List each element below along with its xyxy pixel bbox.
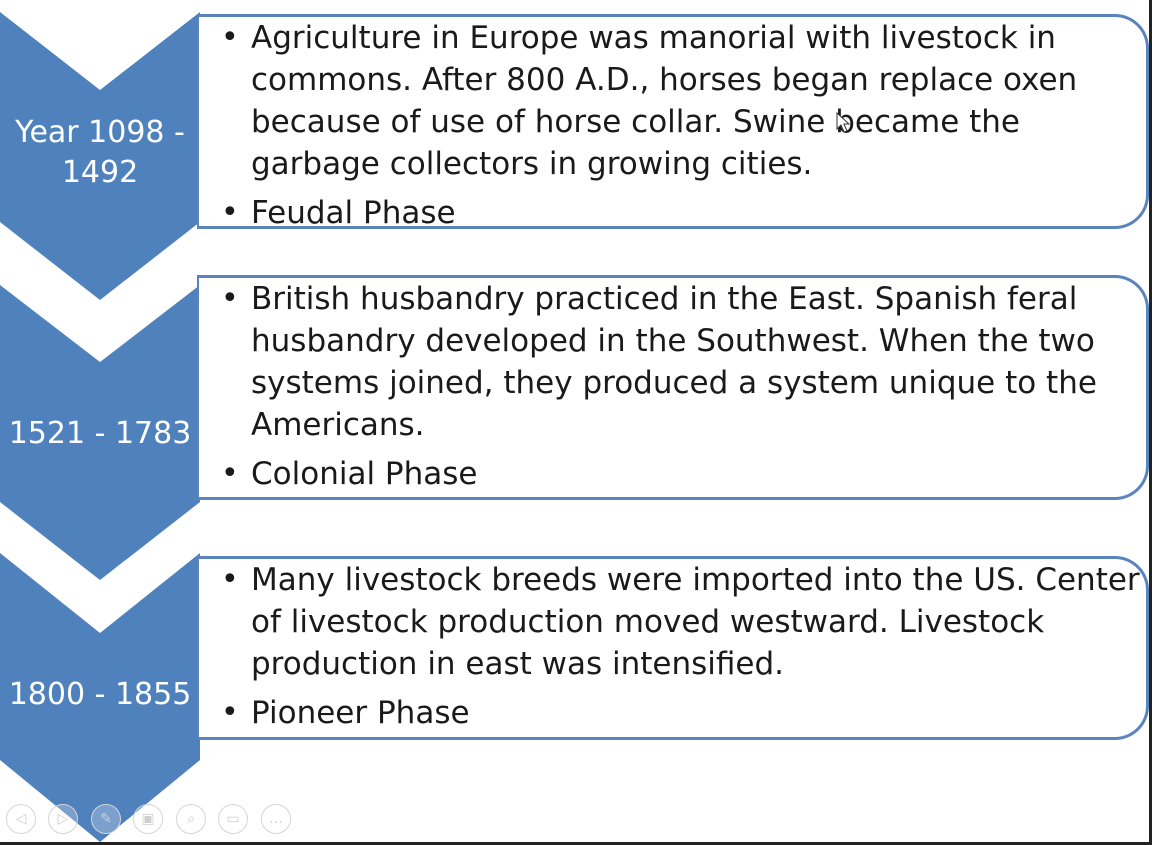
chevron-2 bbox=[0, 285, 200, 580]
stage-1-description: Agriculture in Europe was manorial with … bbox=[199, 17, 1146, 185]
stage-1-years: Year 1098 - 1492 bbox=[15, 115, 185, 190]
screen-icon: ▭ bbox=[226, 811, 240, 827]
stage-2-box: British husbandry practiced in the East.… bbox=[197, 275, 1149, 500]
mouse-cursor-icon bbox=[836, 112, 851, 133]
window-edge-right bbox=[1149, 0, 1152, 845]
previous-slide-button[interactable]: ◁ bbox=[6, 804, 36, 834]
more-icon: … bbox=[269, 811, 283, 827]
stage-1-box: Agriculture in Europe was manorial with … bbox=[197, 14, 1149, 234]
chevron-3 bbox=[0, 553, 200, 842]
zoom-icon: ⌕ bbox=[187, 811, 195, 827]
next-slide-button[interactable]: ▷ bbox=[48, 804, 78, 834]
stage-2-phase: Colonial Phase bbox=[199, 453, 1146, 495]
pen-tool-button[interactable]: ✎ bbox=[91, 804, 121, 834]
pen-icon: ✎ bbox=[100, 811, 112, 827]
stage-3-phase: Pioneer Phase bbox=[199, 692, 1146, 734]
stage-3-box: Many livestock breeds were imported into… bbox=[197, 556, 1149, 740]
previous-icon: ◁ bbox=[15, 811, 27, 827]
stage-3-years: 1800 - 1855 bbox=[8, 677, 192, 712]
next-icon: ▷ bbox=[57, 811, 69, 827]
zoom-button[interactable]: ⌕ bbox=[176, 804, 206, 834]
see-all-slides-button[interactable]: ▣ bbox=[133, 804, 163, 834]
more-options-button[interactable]: … bbox=[261, 804, 291, 834]
stage-1-phase: Feudal Phase bbox=[199, 192, 1146, 234]
stage-2-years: 1521 - 1783 bbox=[8, 416, 192, 451]
window-edge-bottom bbox=[0, 842, 1152, 845]
stage-2-description: British husbandry practiced in the East.… bbox=[199, 278, 1146, 446]
slides-icon: ▣ bbox=[141, 811, 155, 827]
screen-options-button[interactable]: ▭ bbox=[218, 804, 248, 834]
stage-3-description: Many livestock breeds were imported into… bbox=[199, 559, 1146, 685]
chevron-1 bbox=[0, 12, 200, 300]
